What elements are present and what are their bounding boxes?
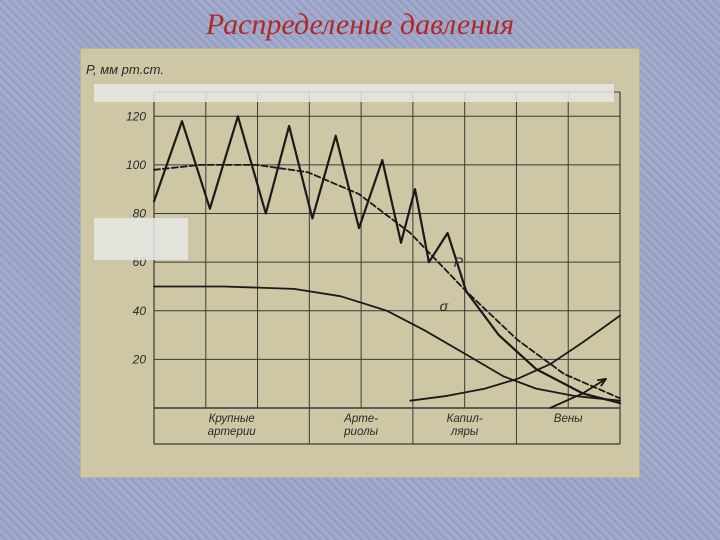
svg-text:100: 100 [126,158,146,172]
svg-text:Арте-: Арте- [343,413,378,425]
page-title: Распределение давления [0,0,720,48]
svg-text:120: 120 [126,109,146,123]
svg-text:40: 40 [133,304,147,318]
svg-text:20: 20 [132,352,147,366]
svg-text:Вены: Вены [554,413,583,425]
svg-text:Крупные: Крупные [209,413,255,425]
svg-text:P: P [454,254,464,270]
scan-patch [94,84,614,102]
chart-figure: P, мм рт.ст. 20406080100120Крупныеартери… [80,48,640,478]
y-axis-label: P, мм рт.ст. [86,62,164,77]
pressure-chart: 20406080100120КрупныеартерииАрте-риолыКа… [80,48,640,478]
svg-text:Капил-: Капил- [447,413,483,425]
svg-text:риолы: риолы [343,426,378,438]
svg-text:ляры: ляры [450,426,479,438]
svg-text:артерии: артерии [208,426,257,438]
svg-text:σ: σ [440,298,449,314]
scan-patch [94,218,188,260]
